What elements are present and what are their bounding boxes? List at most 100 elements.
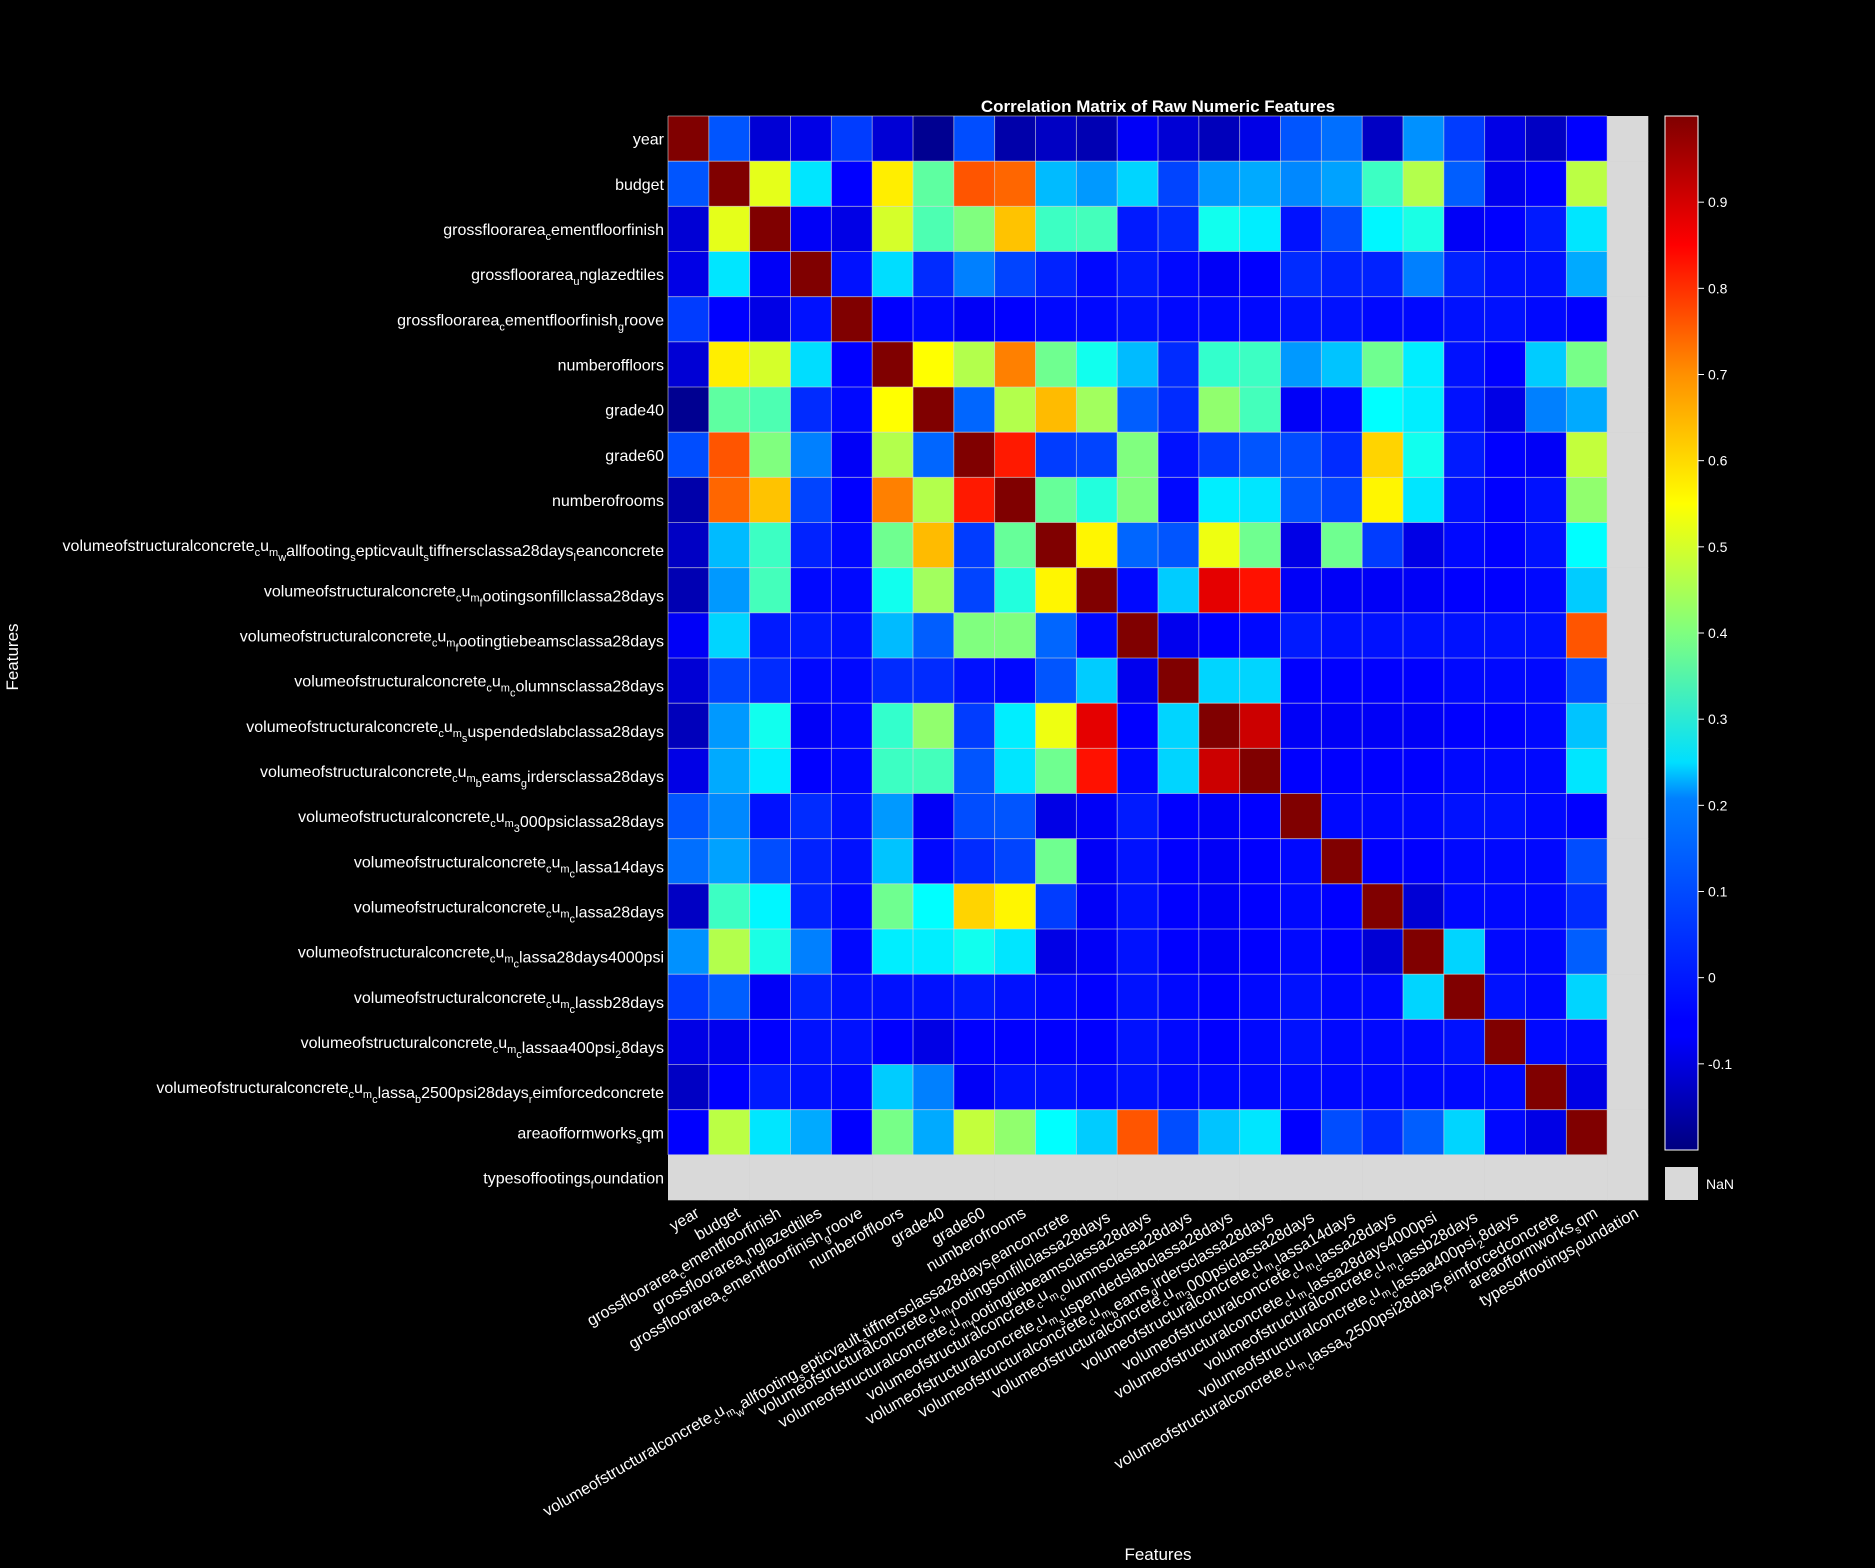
heatmap-cell bbox=[1525, 838, 1567, 885]
heatmap-cell bbox=[1158, 341, 1200, 388]
heatmap-cell bbox=[790, 1109, 832, 1156]
heatmap-cell bbox=[1566, 929, 1608, 975]
heatmap-cell bbox=[1035, 612, 1077, 659]
heatmap-cell bbox=[994, 612, 1036, 659]
heatmap-cell bbox=[953, 522, 995, 568]
heatmap-cell bbox=[872, 748, 914, 794]
heatmap-cell bbox=[831, 296, 873, 343]
heatmap-cell bbox=[1076, 432, 1118, 478]
heatmap-cell bbox=[1607, 1154, 1649, 1201]
heatmap-cell bbox=[1484, 1019, 1526, 1065]
heatmap-cell bbox=[953, 883, 995, 930]
heatmap-cell bbox=[790, 387, 832, 433]
heatmap-cell bbox=[1484, 1064, 1526, 1110]
heatmap-cell bbox=[953, 296, 995, 343]
heatmap-cell bbox=[1076, 974, 1118, 1020]
heatmap-cell bbox=[1403, 341, 1445, 388]
heatmap-cell bbox=[1443, 793, 1485, 839]
heatmap-cell bbox=[749, 567, 791, 614]
heatmap-cell bbox=[913, 838, 955, 885]
heatmap-cell bbox=[1280, 206, 1322, 252]
heatmap-cell bbox=[1117, 658, 1159, 704]
heatmap-cell bbox=[708, 116, 750, 162]
heatmap-cell bbox=[1484, 432, 1526, 478]
heatmap-cell bbox=[1607, 883, 1649, 930]
heatmap-cell bbox=[1239, 341, 1281, 388]
heatmap-cell bbox=[1239, 116, 1281, 162]
heatmap-cell bbox=[749, 296, 791, 343]
heatmap-cell bbox=[668, 251, 710, 297]
heatmap-cell bbox=[1239, 974, 1281, 1020]
y-axis-label: Features bbox=[3, 623, 22, 690]
heatmap-cell bbox=[1280, 432, 1322, 478]
heatmap-cell bbox=[1035, 251, 1077, 297]
nan-label: NaN bbox=[1706, 1176, 1734, 1192]
heatmap-cell bbox=[913, 206, 955, 252]
y-tick-label: volumeofstructuralconcretecumsuspendedsl… bbox=[246, 719, 664, 745]
heatmap-cell bbox=[790, 567, 832, 614]
heatmap-cell bbox=[1525, 296, 1567, 343]
colorbar-tick-label: 0.9 bbox=[1708, 194, 1728, 210]
heatmap-cell bbox=[872, 612, 914, 659]
y-tick-label: numberoffloors bbox=[558, 357, 664, 374]
heatmap-cell bbox=[1035, 929, 1077, 975]
heatmap-cell bbox=[1239, 477, 1281, 523]
heatmap-cell bbox=[668, 206, 710, 252]
heatmap-cell bbox=[1484, 793, 1526, 839]
colorbar: -0.1 0 0.1 0.2 0.3 0.4 0.5 0.6 0.7 0.8 0.9 NaN bbox=[1664, 115, 1734, 1200]
heatmap-cell bbox=[1484, 387, 1526, 433]
heatmap-cell bbox=[1362, 1064, 1404, 1110]
heatmap-cell bbox=[953, 116, 995, 162]
heatmap-cell bbox=[994, 1154, 1036, 1201]
heatmap-cell bbox=[913, 1154, 955, 1201]
heatmap-cell bbox=[1362, 1154, 1404, 1201]
heatmap-cell bbox=[1525, 341, 1567, 388]
heatmap-cell bbox=[1403, 883, 1445, 930]
heatmap-cell bbox=[790, 341, 832, 388]
chart-title: Correlation Matrix of Raw Numeric Featur… bbox=[981, 97, 1335, 116]
heatmap-cell bbox=[994, 116, 1036, 162]
heatmap-cell bbox=[953, 567, 995, 614]
heatmap-cell bbox=[1158, 1064, 1200, 1110]
colorbar-gradient bbox=[1664, 115, 1699, 1151]
heatmap-cell bbox=[749, 161, 791, 207]
heatmap-cell bbox=[1362, 387, 1404, 433]
heatmap-cell bbox=[994, 1109, 1036, 1156]
heatmap-cell bbox=[1280, 793, 1322, 839]
heatmap-cell bbox=[1158, 206, 1200, 252]
heatmap-cell bbox=[1239, 1109, 1281, 1156]
heatmap-cell bbox=[749, 748, 791, 794]
heatmap-cell bbox=[1076, 793, 1118, 839]
heatmap-cell bbox=[1484, 296, 1526, 343]
heatmap-cell bbox=[1280, 929, 1322, 975]
heatmap-cell bbox=[1158, 567, 1200, 614]
heatmap-cell bbox=[1076, 883, 1118, 930]
heatmap-cell bbox=[831, 161, 873, 207]
heatmap-cell bbox=[1525, 206, 1567, 252]
heatmap-cell bbox=[831, 432, 873, 478]
heatmap-cell bbox=[1035, 1019, 1077, 1065]
heatmap-cell bbox=[872, 296, 914, 343]
heatmap-cell bbox=[1198, 522, 1240, 568]
heatmap-cell bbox=[1484, 748, 1526, 794]
heatmap-cell bbox=[1035, 974, 1077, 1020]
heatmap-cell bbox=[790, 432, 832, 478]
heatmap-cell bbox=[1076, 1109, 1118, 1156]
heatmap-cell bbox=[1076, 341, 1118, 388]
colorbar-tick-label: 0.5 bbox=[1708, 539, 1728, 555]
heatmap-cell bbox=[1280, 1109, 1322, 1156]
heatmap-cell bbox=[790, 1019, 832, 1065]
heatmap-cell bbox=[872, 567, 914, 614]
heatmap-cell bbox=[913, 567, 955, 614]
heatmap-cell bbox=[790, 658, 832, 704]
heatmap-cell bbox=[1607, 522, 1649, 568]
heatmap-cell bbox=[1525, 1109, 1567, 1156]
heatmap-cell bbox=[749, 522, 791, 568]
heatmap-cell bbox=[1321, 1109, 1363, 1156]
heatmap-cell bbox=[953, 612, 995, 659]
heatmap-cell bbox=[953, 974, 995, 1020]
heatmap-cell bbox=[831, 658, 873, 704]
heatmap-cell bbox=[1198, 883, 1240, 930]
heatmap-cell bbox=[1403, 116, 1445, 162]
heatmap-cell bbox=[1403, 206, 1445, 252]
